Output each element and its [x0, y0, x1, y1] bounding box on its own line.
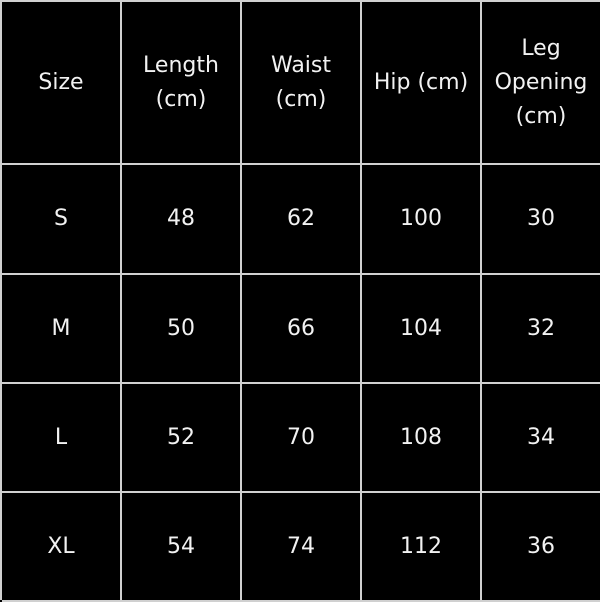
size-label-cell: M [2, 275, 122, 384]
measurement-cell: 66 [242, 275, 362, 384]
measurement-cell: 112 [362, 493, 482, 602]
measurement-cell: 32 [482, 275, 600, 384]
measurement-cell: 62 [242, 165, 362, 275]
header-cell: Hip (cm) [362, 2, 482, 165]
header-cell: Waist (cm) [242, 2, 362, 165]
measurement-cell: 30 [482, 165, 600, 275]
size-label-cell: L [2, 384, 122, 493]
measurement-cell: 108 [362, 384, 482, 493]
header-cell: Length (cm) [122, 2, 242, 165]
header-cell: Leg Opening (cm) [482, 2, 600, 165]
measurement-cell: 34 [482, 384, 600, 493]
measurement-cell: 52 [122, 384, 242, 493]
measurement-cell: 70 [242, 384, 362, 493]
measurement-cell: 36 [482, 493, 600, 602]
measurement-cell: 54 [122, 493, 242, 602]
header-cell: Size [2, 2, 122, 165]
measurement-cell: 74 [242, 493, 362, 602]
size-label-cell: XL [2, 493, 122, 602]
measurement-cell: 48 [122, 165, 242, 275]
measurement-cell: 104 [362, 275, 482, 384]
measurement-cell: 50 [122, 275, 242, 384]
size-label-cell: S [2, 165, 122, 275]
measurement-cell: 100 [362, 165, 482, 275]
